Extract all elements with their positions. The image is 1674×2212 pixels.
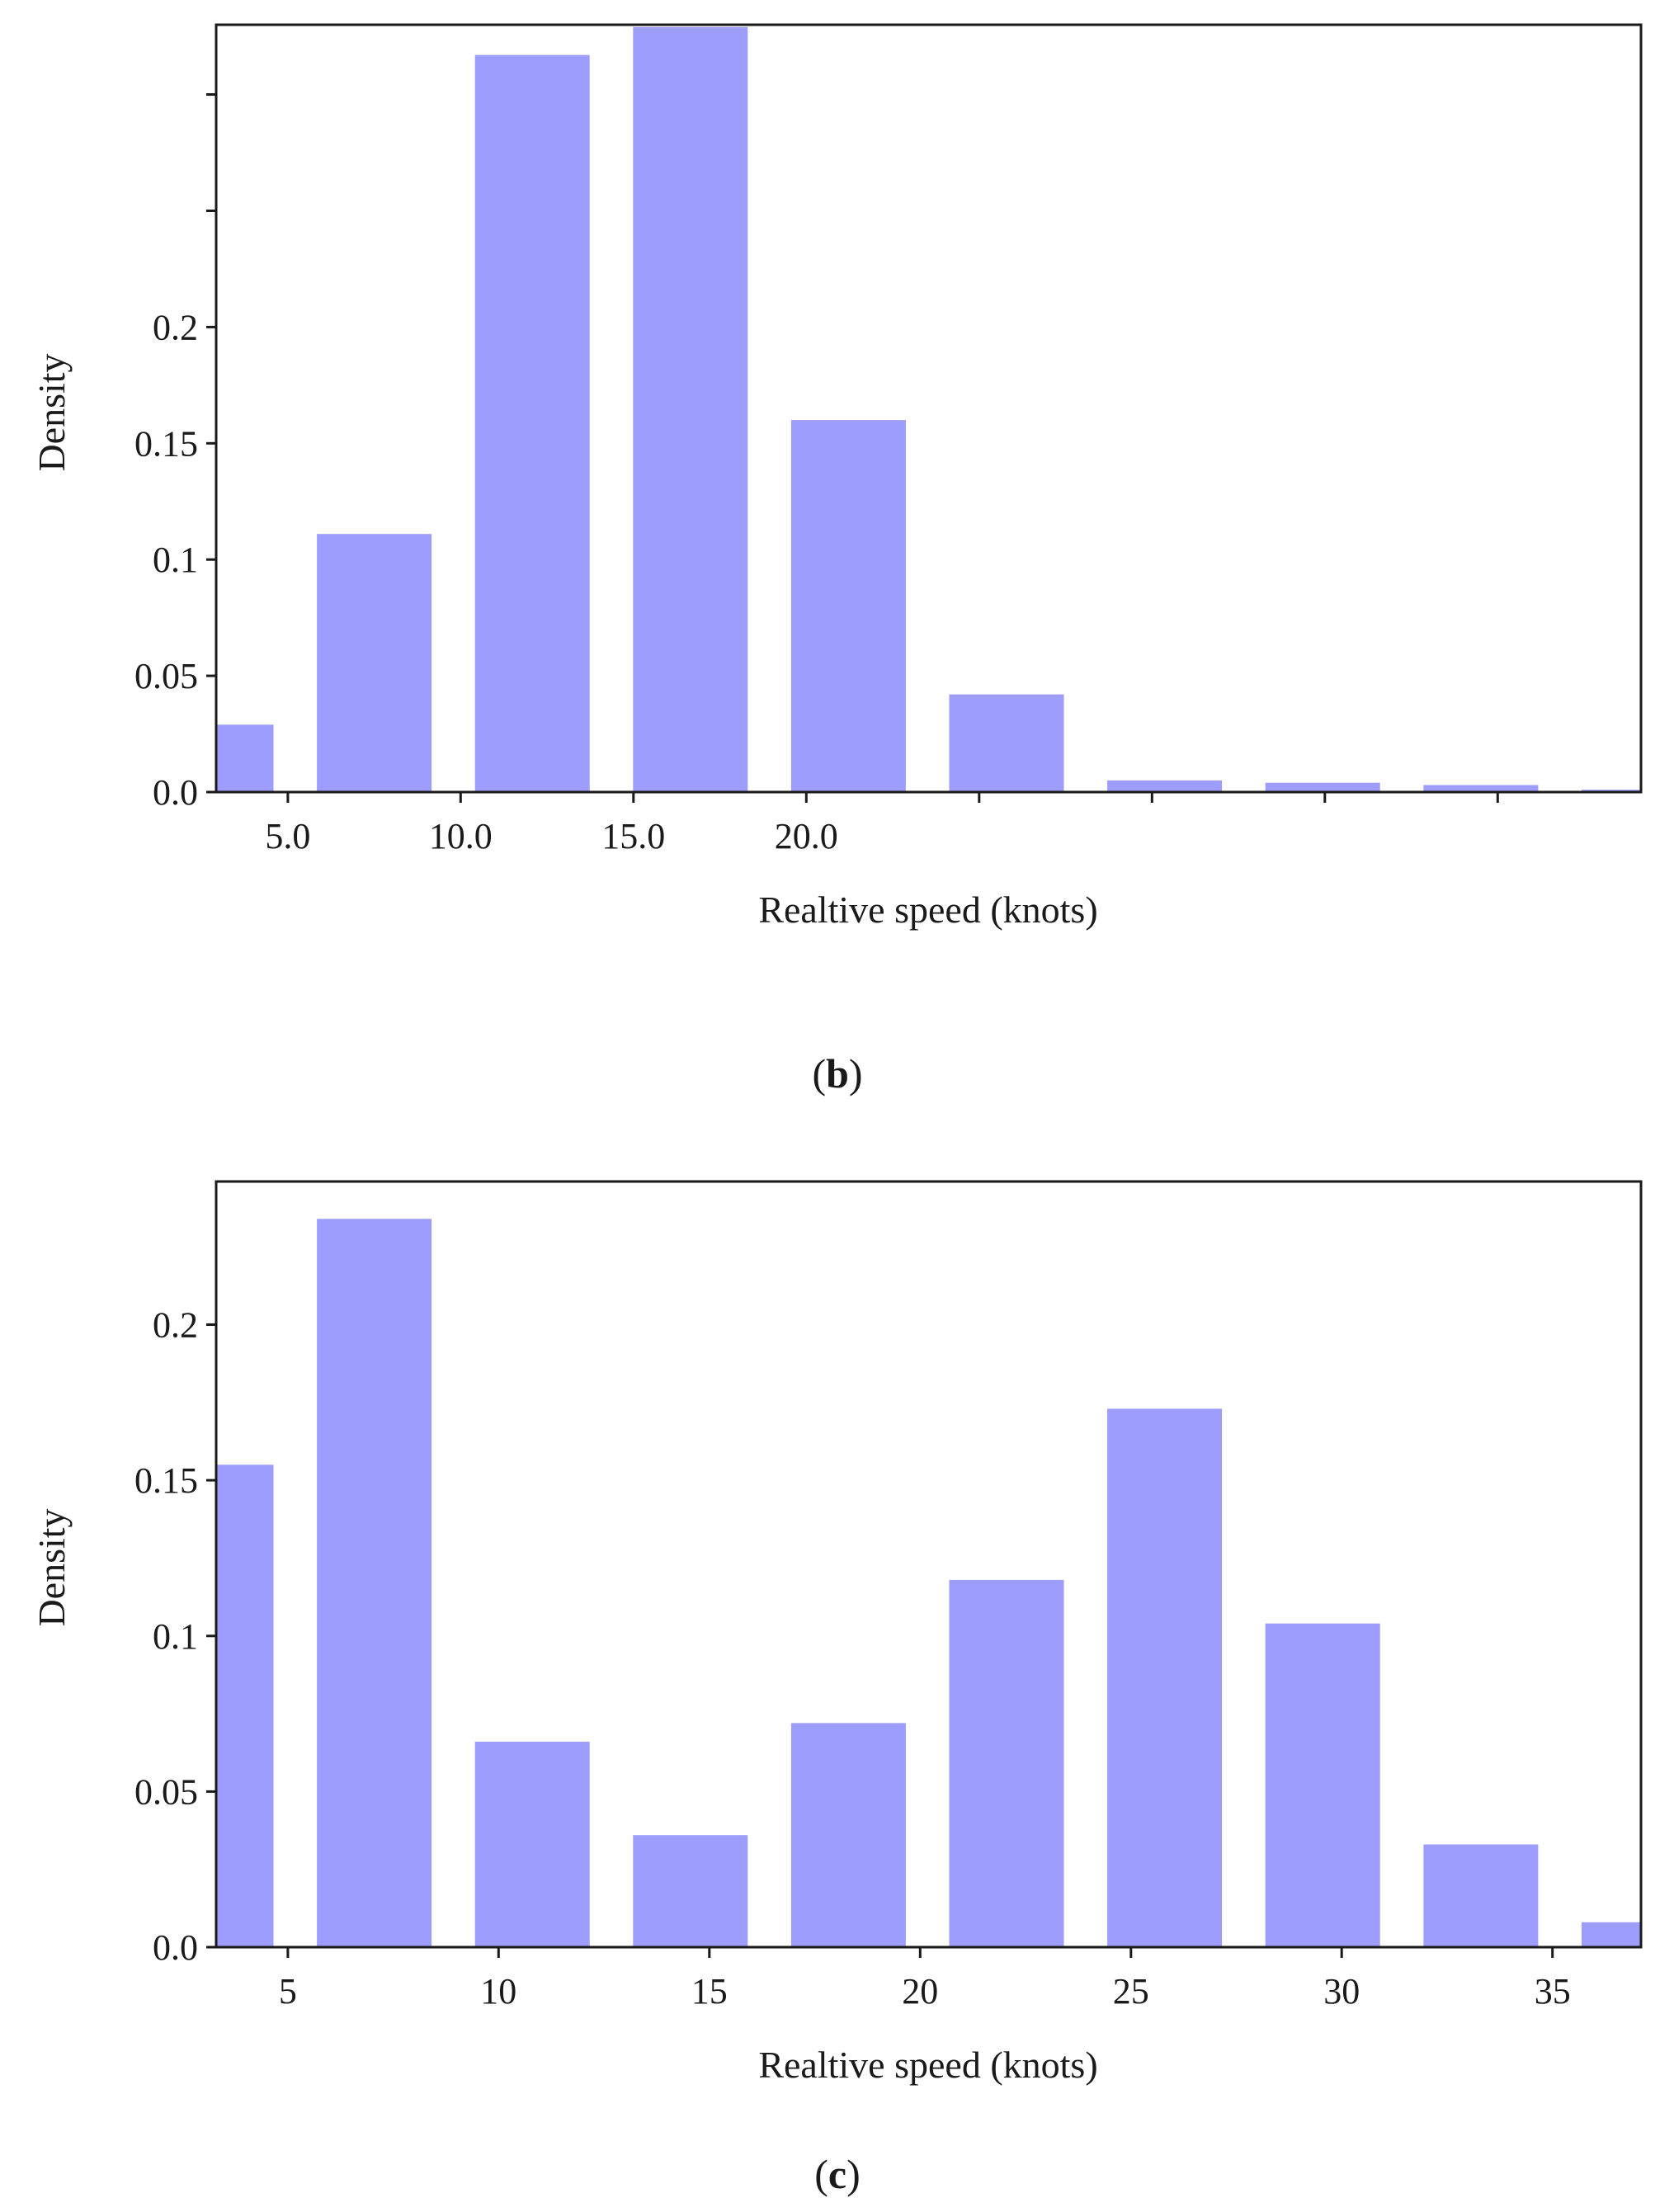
y-tick-label-b-1: 0.0 (153, 772, 198, 813)
bars-group-c (216, 1219, 1641, 1947)
x-tick-label-c-6: 30 (1323, 1971, 1360, 2012)
x-axis-label-b: Realtive speed (knots) (758, 889, 1097, 931)
plot-frame-c (215, 1180, 1643, 1949)
chart-panel-b: 0.0 0.05 0.1 0.15 0.2 5.0 10.0 15.0 20.0 Realtiv… (31, 23, 1643, 1097)
x-tick-label-b-3: 15.0 (601, 816, 665, 856)
panel-letter-b: b (826, 1050, 849, 1097)
x-tick-label-b-2: 10.0 (429, 816, 493, 856)
ticks-group-b: 0.0 0.05 0.1 0.15 0.2 5.0 10.0 15.0 20.0 (134, 93, 1499, 856)
bar-b-1 (216, 724, 274, 792)
bar-b-9 (1423, 785, 1539, 792)
x-tick-label-c-1: 5 (279, 1971, 297, 2012)
y-tick-label-b-2: 0.05 (134, 656, 198, 696)
y-tick-label-b-3: 0.1 (153, 540, 198, 580)
x-tick-label-c-3: 15 (691, 1971, 728, 2012)
bar-b-6 (949, 694, 1064, 792)
x-tick-label-c-2: 10 (480, 1971, 516, 2012)
bar-b-5 (790, 420, 906, 792)
ticks-group-c: 0.0 0.05 0.1 0.15 0.2 5 10 15 20 25 30 35 (134, 1305, 1571, 2012)
bar-b-8 (1265, 782, 1380, 792)
bar-c-2 (317, 1219, 432, 1947)
x-tick-label-b-4: 20.0 (775, 816, 838, 856)
bar-b-7 (1107, 780, 1223, 792)
x-tick-label-c-4: 20 (902, 1971, 938, 2012)
bars-group-b (216, 26, 1641, 793)
bar-c-1 (216, 1464, 274, 1947)
y-tick-label-b-5: 0.2 (153, 307, 198, 347)
panel-letter-c: c (828, 2151, 846, 2197)
x-tick-label-c-7: 35 (1535, 1971, 1571, 2012)
y-tick-label-c-3: 0.1 (153, 1616, 198, 1657)
x-tick-label-b-1: 5.0 (265, 816, 310, 856)
y-tick-label-b-4: 0.15 (134, 423, 198, 464)
bar-c-6 (949, 1579, 1064, 1947)
y-tick-label-c-5: 0.2 (153, 1305, 198, 1346)
bar-b-4 (633, 26, 748, 793)
bar-b-3 (474, 54, 590, 793)
y-tick-label-c-1: 0.0 (153, 1927, 198, 1968)
bar-c-3 (474, 1742, 590, 1947)
y-axis-label-b: Density (31, 353, 73, 471)
bar-c-10 (1582, 1922, 1641, 1947)
x-tick-label-c-5: 25 (1113, 1971, 1149, 2012)
y-tick-label-c-2: 0.05 (134, 1771, 198, 1812)
bar-c-7 (1107, 1408, 1223, 1947)
plot-frame-b (215, 23, 1643, 794)
chart-panel-c: 0.0 0.05 0.1 0.15 0.2 5 10 15 20 25 30 35 Realtive … (31, 1180, 1643, 2197)
bar-c-9 (1423, 1844, 1539, 1947)
panel-label-b: (b) (812, 1050, 862, 1097)
bar-c-8 (1265, 1623, 1380, 1947)
y-tick-label-c-4: 0.15 (134, 1460, 198, 1501)
bar-c-4 (633, 1835, 748, 1947)
panel-label-c: (c) (814, 2151, 861, 2197)
y-axis-label-c: Density (31, 1508, 73, 1626)
x-axis-label-c: Realtive speed (knots) (758, 2044, 1097, 2086)
bar-b-2 (317, 534, 432, 792)
bar-c-5 (790, 1723, 906, 1947)
